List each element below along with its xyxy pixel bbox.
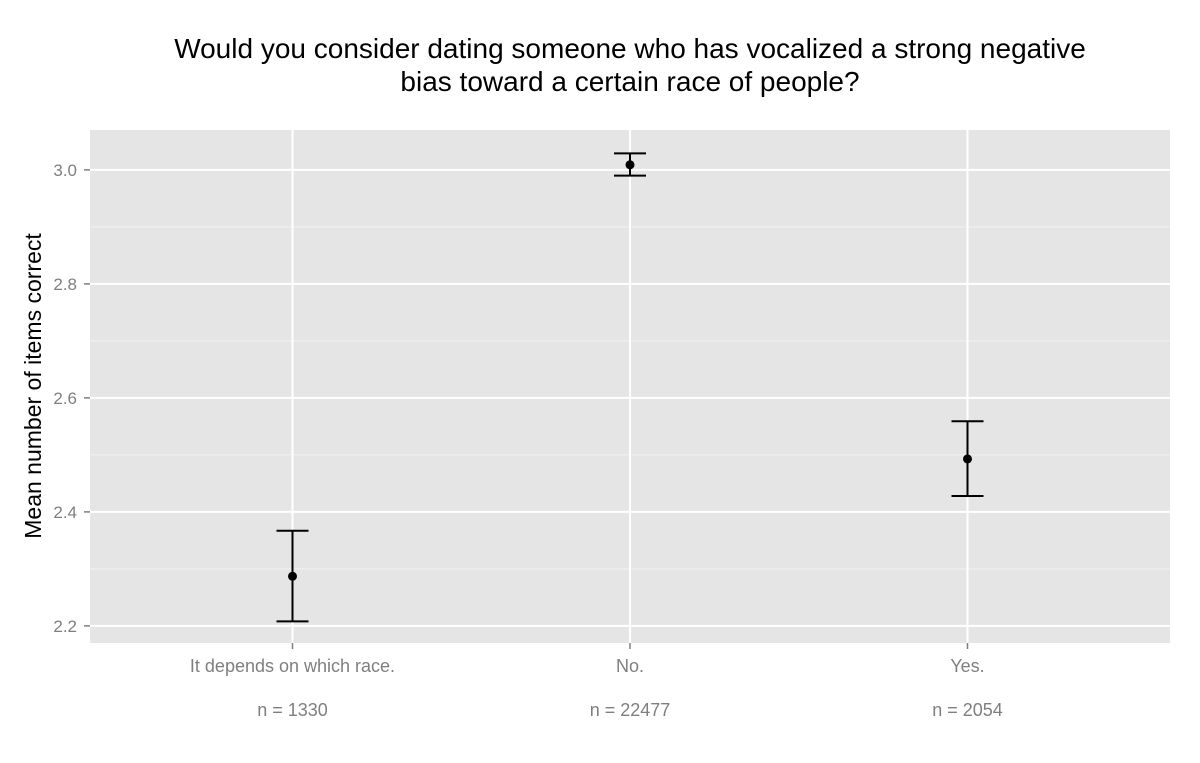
x-tick-label: No. — [616, 656, 644, 676]
x-tick-label: Yes. — [950, 656, 984, 676]
chart-title-line-1: Would you consider dating someone who ha… — [174, 33, 1086, 64]
y-tick-label: 2.8 — [53, 275, 77, 294]
y-tick-label: 3.0 — [53, 161, 77, 180]
sample-size-label: n = 22477 — [590, 700, 671, 720]
mean-point — [963, 454, 972, 464]
y-tick-label: 2.4 — [53, 503, 77, 522]
mean-point — [288, 571, 297, 581]
y-tick-label: 2.2 — [53, 617, 77, 636]
sample-size-label: n = 2054 — [932, 700, 1003, 720]
data-marks — [276, 152, 984, 623]
sample-size-label: n = 1330 — [257, 700, 328, 720]
y-tick-label: 2.6 — [53, 389, 77, 408]
axes: 2.2 2.4 2.6 2.8 3.0 It depends on which race.… — [53, 161, 1002, 720]
y-axis-title: Mean number of items correct — [20, 233, 46, 539]
x-tick-label: It depends on which race. — [190, 656, 395, 676]
chart-title-line-2: bias toward a certain race of people? — [400, 66, 859, 97]
mean-point — [625, 160, 635, 170]
